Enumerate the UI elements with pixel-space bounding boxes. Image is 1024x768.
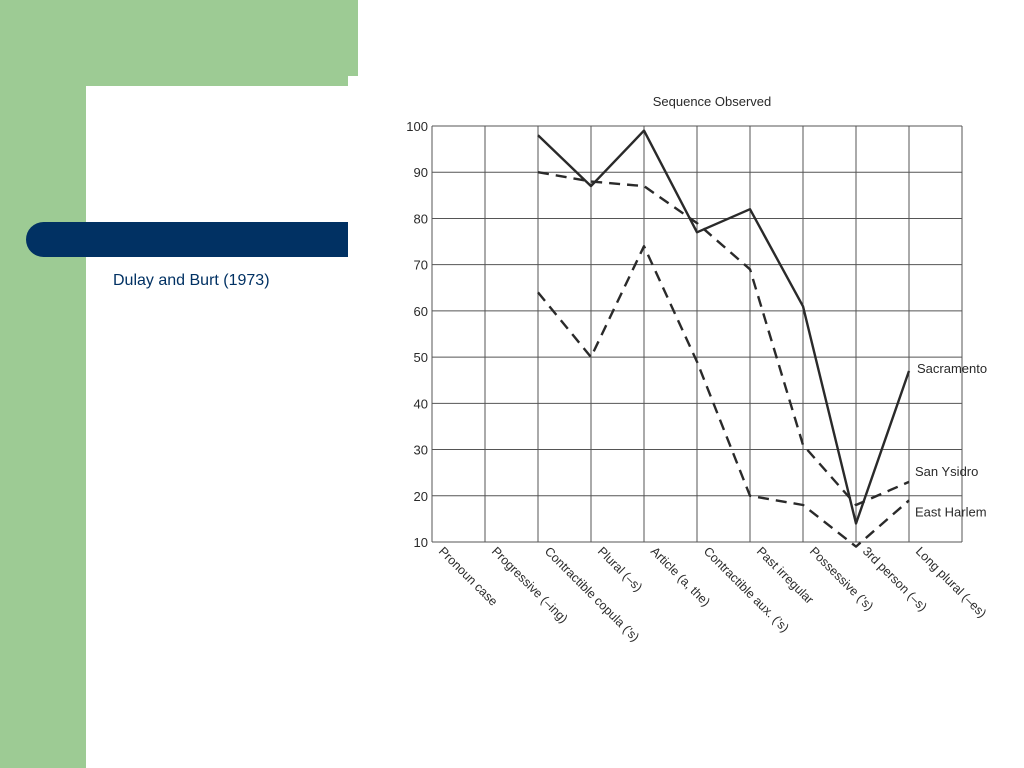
y-tick-label: 60 — [414, 304, 428, 319]
line-chart: Sequence Observed100908070605040302010Pr… — [406, 94, 989, 644]
y-tick-label: 70 — [414, 258, 428, 273]
content-card — [86, 86, 358, 768]
series-label: Sacramento — [917, 361, 987, 376]
chart-title: Sequence Observed — [653, 94, 772, 109]
side-decoration-top — [0, 0, 358, 86]
y-tick-label: 10 — [414, 535, 428, 550]
y-tick-label: 30 — [414, 443, 428, 458]
series-line — [537, 171, 910, 507]
accent-bar — [26, 222, 348, 257]
chart-panel — [348, 76, 1024, 768]
series-label: San Ysidro — [915, 464, 978, 479]
series-line — [537, 129, 911, 525]
y-tick-label: 20 — [414, 489, 428, 504]
y-tick-label: 90 — [414, 165, 428, 180]
slide-caption: Dulay and Burt (1973) — [113, 272, 270, 289]
y-tick-label: 50 — [414, 350, 428, 365]
y-tick-label: 40 — [414, 396, 428, 411]
series-label: East Harlem — [915, 504, 987, 519]
side-decoration-vertical — [0, 0, 86, 768]
x-tick-label: Plural (–s) — [595, 544, 645, 594]
series-line — [537, 245, 910, 548]
y-tick-label: 100 — [406, 119, 428, 134]
x-tick-label: Contractible copula (’s) — [542, 544, 642, 644]
y-tick-label: 80 — [414, 211, 428, 226]
